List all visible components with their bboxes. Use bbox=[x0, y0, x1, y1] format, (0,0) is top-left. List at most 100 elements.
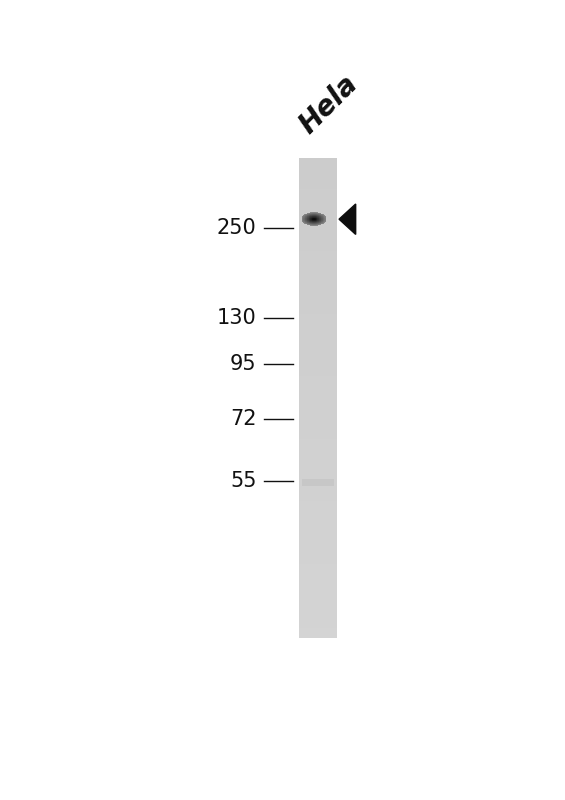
Bar bbox=[299, 402, 337, 405]
Polygon shape bbox=[339, 204, 356, 234]
Bar bbox=[299, 578, 337, 581]
Bar bbox=[299, 617, 337, 619]
Bar bbox=[299, 450, 337, 453]
Bar bbox=[299, 455, 337, 458]
Bar bbox=[299, 381, 337, 383]
Bar bbox=[299, 510, 337, 513]
Bar bbox=[299, 434, 337, 436]
Bar bbox=[299, 518, 337, 520]
Bar bbox=[299, 318, 337, 321]
Bar bbox=[299, 465, 337, 467]
Bar bbox=[299, 443, 337, 446]
Bar bbox=[299, 198, 337, 201]
Bar bbox=[299, 196, 337, 198]
Bar bbox=[299, 203, 337, 206]
Bar bbox=[299, 285, 337, 287]
Bar bbox=[299, 431, 337, 434]
Bar bbox=[299, 498, 337, 501]
Bar bbox=[299, 210, 337, 213]
Bar bbox=[299, 453, 337, 455]
Bar bbox=[299, 364, 337, 366]
Bar bbox=[299, 388, 337, 390]
Bar bbox=[299, 593, 337, 595]
Bar bbox=[299, 218, 337, 220]
Bar bbox=[299, 182, 337, 184]
Bar bbox=[299, 436, 337, 438]
Bar bbox=[299, 400, 337, 402]
Bar bbox=[299, 220, 337, 222]
Bar bbox=[299, 482, 337, 484]
Bar bbox=[299, 294, 337, 297]
Bar bbox=[299, 474, 337, 477]
Bar bbox=[299, 626, 337, 629]
Bar bbox=[299, 282, 337, 285]
Bar bbox=[299, 586, 337, 588]
Bar bbox=[299, 297, 337, 299]
Bar bbox=[302, 478, 334, 486]
Bar bbox=[299, 477, 337, 479]
Bar bbox=[299, 263, 337, 266]
Bar bbox=[299, 612, 337, 614]
Text: 95: 95 bbox=[230, 354, 257, 374]
Bar bbox=[299, 369, 337, 371]
Bar bbox=[299, 345, 337, 347]
Bar bbox=[299, 304, 337, 306]
Bar bbox=[299, 629, 337, 631]
Bar bbox=[299, 201, 337, 203]
Bar bbox=[299, 489, 337, 491]
Bar bbox=[299, 314, 337, 316]
Bar bbox=[299, 338, 337, 340]
Bar bbox=[299, 309, 337, 311]
Bar bbox=[299, 424, 337, 426]
Bar bbox=[299, 393, 337, 395]
Bar bbox=[299, 441, 337, 443]
Bar bbox=[299, 376, 337, 378]
Bar bbox=[299, 605, 337, 607]
Bar bbox=[299, 357, 337, 359]
Bar bbox=[299, 239, 337, 242]
Bar bbox=[299, 395, 337, 398]
Bar bbox=[299, 559, 337, 562]
Bar bbox=[299, 374, 337, 376]
Text: 250: 250 bbox=[217, 218, 257, 238]
Bar bbox=[299, 624, 337, 626]
Bar bbox=[299, 222, 337, 225]
Bar bbox=[299, 419, 337, 422]
Bar bbox=[299, 213, 337, 215]
Bar bbox=[299, 172, 337, 174]
Bar bbox=[299, 194, 337, 196]
Bar bbox=[299, 520, 337, 522]
Bar bbox=[299, 581, 337, 583]
Bar bbox=[299, 422, 337, 424]
Bar bbox=[299, 562, 337, 564]
Bar bbox=[299, 254, 337, 256]
Bar bbox=[299, 266, 337, 268]
Bar bbox=[299, 378, 337, 381]
Bar bbox=[299, 371, 337, 374]
Bar bbox=[299, 527, 337, 530]
Bar bbox=[299, 160, 337, 162]
Bar bbox=[299, 302, 337, 304]
Bar bbox=[299, 316, 337, 318]
Bar bbox=[299, 414, 337, 417]
Bar bbox=[299, 513, 337, 515]
Bar bbox=[299, 170, 337, 172]
Bar bbox=[299, 467, 337, 470]
Bar bbox=[299, 494, 337, 496]
Bar bbox=[299, 225, 337, 227]
Bar bbox=[299, 206, 337, 208]
Bar bbox=[299, 179, 337, 182]
Bar bbox=[299, 574, 337, 576]
Bar bbox=[299, 333, 337, 335]
Bar bbox=[299, 299, 337, 302]
Bar bbox=[299, 438, 337, 441]
Bar bbox=[299, 290, 337, 292]
Bar bbox=[299, 590, 337, 593]
Bar bbox=[299, 564, 337, 566]
Bar bbox=[299, 162, 337, 165]
Bar bbox=[299, 246, 337, 249]
Bar bbox=[299, 569, 337, 571]
Bar bbox=[299, 571, 337, 574]
Bar bbox=[299, 556, 337, 559]
Bar bbox=[299, 230, 337, 232]
